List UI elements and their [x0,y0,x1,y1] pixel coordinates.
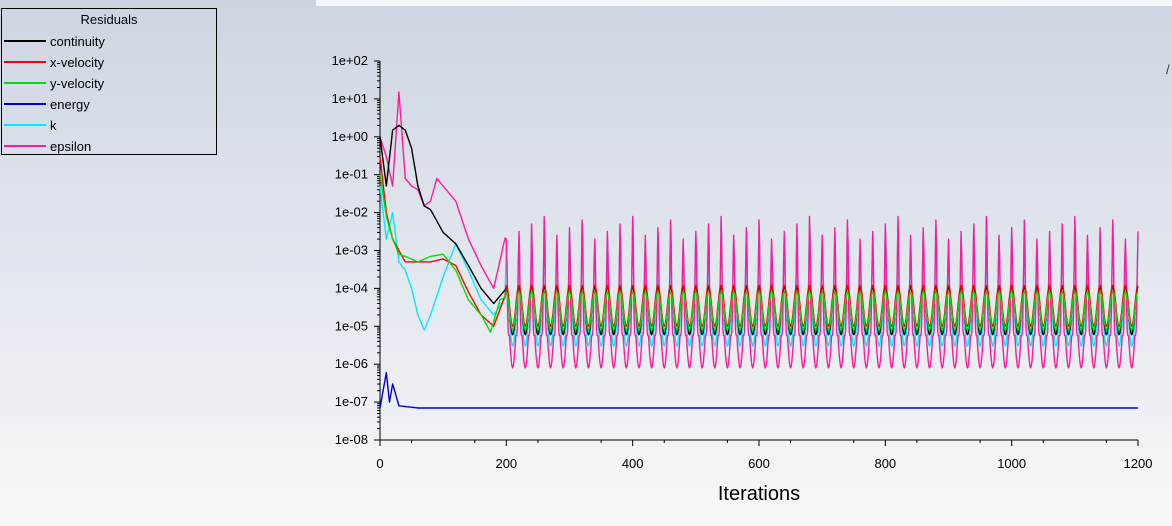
series-line-x-velocity [379,156,1139,327]
y-tick-label: 1e-01 [335,167,368,182]
legend-label: continuity [50,33,105,49]
legend-label: y-velocity [50,75,105,91]
y-tick-label: 1e-08 [335,432,368,447]
legend-label: epsilon [50,138,92,154]
legend-item-x-velocity: x-velocity [4,52,214,72]
x-tick-label: 0 [376,456,383,471]
legend-item-continuity: continuity [4,31,214,51]
legend-swatch [4,40,46,42]
y-tick-label: 1e-02 [335,205,368,220]
legend: Residuals continuity x-velocity y-velocity… [1,8,217,155]
legend-item-y-velocity: y-velocity [4,73,214,93]
legend-swatch [4,82,46,84]
legend-title: Residuals [80,12,138,27]
series-line-y-velocity [379,174,1139,333]
legend-swatch [4,145,46,147]
legend-item-epsilon: epsilon [4,136,214,156]
x-tick-label: 1000 [997,456,1026,471]
legend-swatch [4,124,46,126]
legend-item-energy: energy [4,94,214,114]
y-tick-label: 1e-04 [335,280,368,295]
series-line-energy [379,371,1138,409]
x-tick-label: 1200 [1124,456,1153,471]
legend-label: energy [50,96,90,112]
legend-swatch [4,103,46,105]
top-strip [316,0,1172,6]
x-axis-label: Iterations [718,483,800,505]
y-tick-label: 1e-05 [335,318,368,333]
x-tick-label: 200 [495,456,517,471]
legend-item-k: k [4,115,214,135]
y-tick-label: 1e+01 [331,91,368,106]
edge-mark: / [1166,62,1170,77]
series-line-epsilon [379,91,1139,369]
x-tick-label: 600 [748,456,770,471]
legend-label: k [50,117,57,133]
legend-swatch [4,61,46,63]
y-tick-label: 1e-06 [335,356,368,371]
y-tick-label: 1e-03 [335,243,368,258]
x-tick-label: 800 [874,456,896,471]
y-tick-label: 1e+00 [331,129,368,144]
x-tick-label: 400 [622,456,644,471]
legend-label: x-velocity [50,54,105,70]
y-tick-label: 1e+02 [331,53,368,68]
y-tick-label: 1e-07 [335,394,368,409]
